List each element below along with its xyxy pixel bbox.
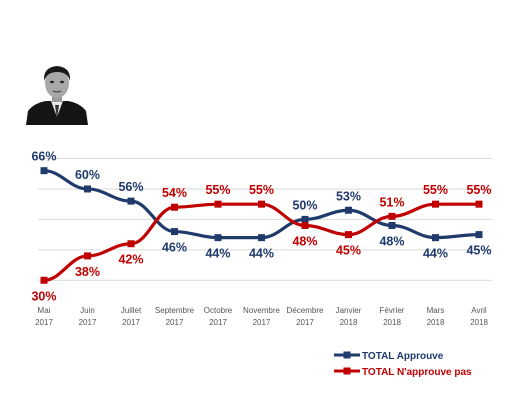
series-2-marker <box>432 200 439 208</box>
series-1-marker <box>40 167 48 175</box>
series-1-marker <box>345 206 352 214</box>
series-1-marker <box>127 197 135 205</box>
x-tick-label: Février 2018 <box>380 306 405 327</box>
data-label: 55% <box>466 183 491 197</box>
x-tick-label: Mars 2018 <box>427 306 445 327</box>
data-label: 44% <box>205 247 230 261</box>
series-1-marker <box>432 234 439 242</box>
data-label: 56% <box>118 180 143 194</box>
series-2-marker <box>214 200 222 208</box>
series-2-marker <box>388 212 396 220</box>
chart-data-labels: 66% 60% 56% 46% 44% 44% 50% 53% 48% 44% 45% 30% 38% 4… <box>31 150 491 304</box>
chart-legend: TOTAL Approuve TOTAL N'approuve pas <box>334 351 472 378</box>
series-2-marker <box>127 240 135 248</box>
data-label: 66% <box>31 150 56 164</box>
series-2-marker <box>475 200 483 208</box>
data-label: 38% <box>75 265 100 279</box>
series-2-marker <box>171 203 178 211</box>
series-1-marker <box>388 221 396 229</box>
x-tick-label: Septembre 2017 <box>155 306 195 327</box>
data-label: 30% <box>31 289 56 303</box>
data-label: 46% <box>162 241 187 255</box>
data-label: 53% <box>336 189 361 203</box>
data-label: 45% <box>336 244 361 258</box>
data-label: 55% <box>423 183 448 197</box>
series-1-marker <box>301 215 309 223</box>
series-2-marker <box>84 252 91 260</box>
series-1-marker <box>258 234 265 242</box>
series-1-marker <box>84 185 91 193</box>
series-1-marker <box>171 228 178 236</box>
x-tick-label: Décembre 2017 <box>287 306 324 327</box>
data-label: 45% <box>466 244 491 258</box>
series-1-marker <box>475 231 483 239</box>
data-label: 50% <box>292 198 317 212</box>
x-tick-label: Novembre 2017 <box>243 306 280 327</box>
data-label: 42% <box>118 253 143 267</box>
x-tick-label: Janvier 2018 <box>336 306 362 327</box>
legend-marker-1 <box>343 351 351 359</box>
data-label: 55% <box>249 183 274 197</box>
series-2-marker <box>345 231 352 239</box>
series-2-marker <box>301 221 309 229</box>
x-tick-label: Juillet 2017 <box>121 306 142 327</box>
x-tick-label: Mai 2017 <box>35 306 53 327</box>
data-label: 48% <box>292 234 317 248</box>
data-label: 51% <box>379 195 404 209</box>
data-label: 44% <box>249 247 274 261</box>
data-label: 54% <box>162 186 187 200</box>
data-label: 44% <box>423 247 448 261</box>
legend-label-1: TOTAL Approuve <box>362 351 444 362</box>
series-2-marker <box>40 276 48 284</box>
data-label: 48% <box>379 234 404 248</box>
x-tick-label: Avril 2018 <box>470 306 488 327</box>
x-tick-label: Octobre 2017 <box>204 306 233 327</box>
chart-gridlines <box>38 158 492 281</box>
portrait-photo <box>24 59 90 125</box>
series-2-marker <box>258 200 265 208</box>
data-label: 55% <box>205 183 230 197</box>
data-label: 60% <box>75 168 100 182</box>
x-tick-label: Juin 2017 <box>79 306 97 327</box>
legend-label-2: TOTAL N'approuve pas <box>362 367 472 378</box>
series-1-marker <box>214 234 222 242</box>
legend-marker-2 <box>343 367 351 375</box>
series-line-2 <box>43 202 479 282</box>
x-axis-tick-labels: Mai 2017 Juin 2017 Juillet 2017 Septembre 2017 O… <box>35 306 488 327</box>
chart-series-markers <box>40 167 483 284</box>
